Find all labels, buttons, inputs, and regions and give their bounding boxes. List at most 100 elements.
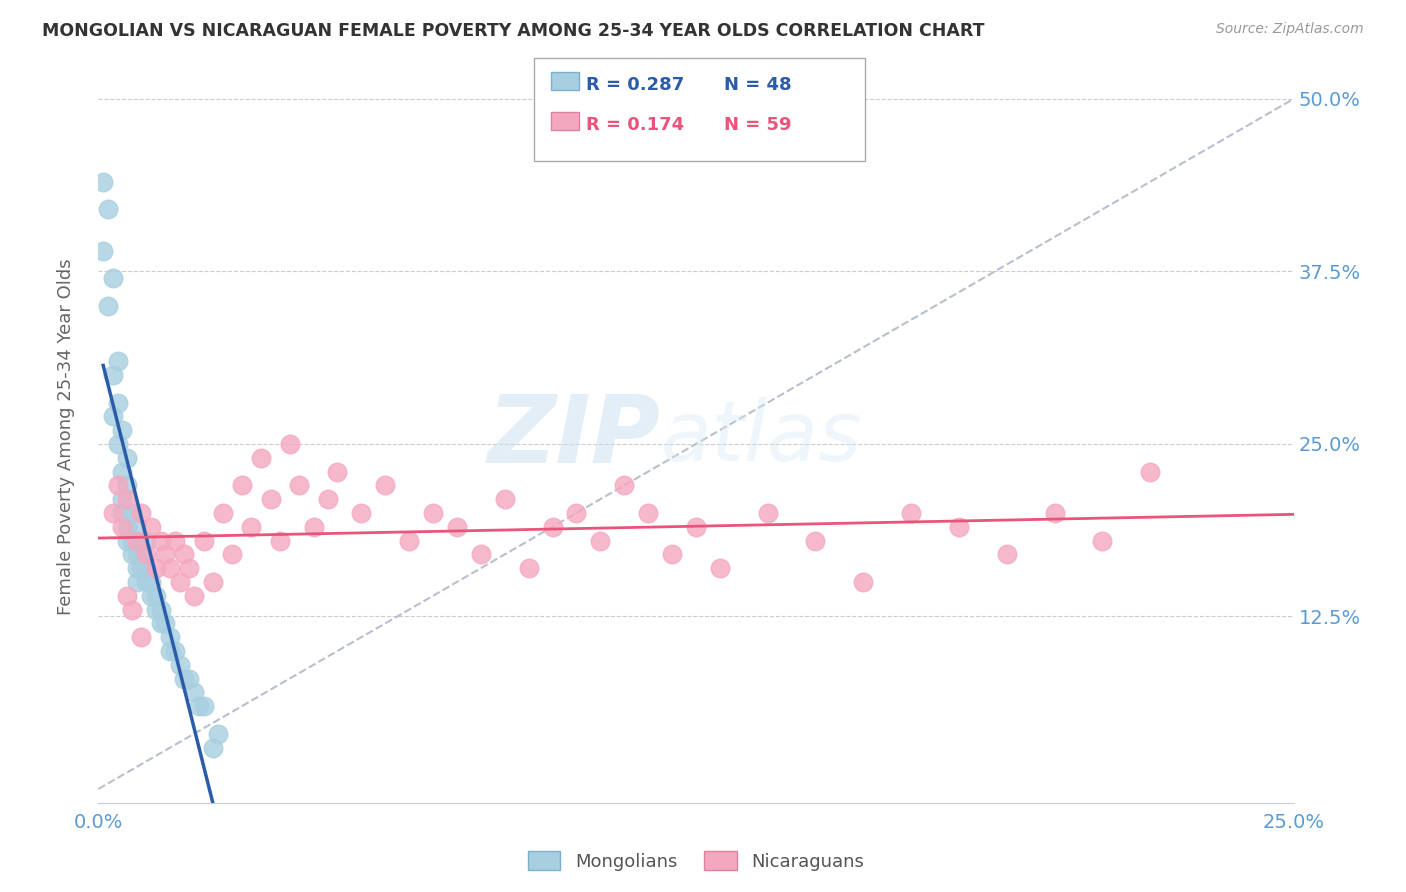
Text: R = 0.287: R = 0.287	[586, 76, 685, 94]
Point	[517, 561, 540, 575]
Point	[250, 450, 273, 465]
Point	[115, 478, 138, 492]
Point	[125, 533, 148, 548]
Point	[589, 533, 612, 548]
Point	[316, 492, 339, 507]
Point	[101, 506, 124, 520]
Point	[350, 506, 373, 520]
Point	[125, 574, 148, 589]
Point	[107, 478, 129, 492]
Point	[91, 244, 114, 258]
Point	[139, 574, 162, 589]
Point	[91, 175, 114, 189]
Point	[613, 478, 636, 492]
Point	[115, 492, 138, 507]
Point	[155, 548, 177, 562]
Point	[145, 602, 167, 616]
Point	[240, 520, 263, 534]
Point	[111, 520, 134, 534]
Point	[107, 437, 129, 451]
Text: MONGOLIAN VS NICARAGUAN FEMALE POVERTY AMONG 25-34 YEAR OLDS CORRELATION CHART: MONGOLIAN VS NICARAGUAN FEMALE POVERTY A…	[42, 22, 984, 40]
Point	[107, 354, 129, 368]
Point	[111, 423, 134, 437]
Point	[159, 561, 181, 575]
Point	[97, 202, 120, 217]
Point	[852, 574, 875, 589]
Point	[121, 602, 143, 616]
Point	[193, 533, 215, 548]
Point	[374, 478, 396, 492]
Point	[145, 589, 167, 603]
Point	[163, 533, 186, 548]
Point	[202, 740, 225, 755]
Point	[900, 506, 922, 520]
Point	[159, 630, 181, 644]
Point	[183, 685, 205, 699]
Point	[269, 533, 291, 548]
Point	[149, 616, 172, 631]
Point	[111, 506, 134, 520]
Point	[221, 548, 243, 562]
Point	[139, 589, 162, 603]
Point	[101, 368, 124, 382]
Point	[135, 561, 157, 575]
Point	[278, 437, 301, 451]
Text: R = 0.174: R = 0.174	[586, 116, 685, 134]
Point	[125, 520, 148, 534]
Point	[107, 395, 129, 409]
Point	[111, 492, 134, 507]
Point	[995, 548, 1018, 562]
Point	[231, 478, 253, 492]
Point	[121, 533, 143, 548]
Point	[135, 574, 157, 589]
Point	[709, 561, 731, 575]
Point	[211, 506, 233, 520]
Point	[948, 520, 970, 534]
Point	[193, 699, 215, 714]
Point	[173, 548, 195, 562]
Point	[288, 478, 311, 492]
Point	[135, 533, 157, 548]
Point	[131, 506, 153, 520]
Point	[1091, 533, 1114, 548]
Point	[125, 561, 148, 575]
Point	[131, 548, 153, 562]
Point	[97, 299, 120, 313]
Point	[101, 271, 124, 285]
Point	[169, 657, 191, 672]
Point	[756, 506, 779, 520]
Point	[470, 548, 492, 562]
Point	[145, 561, 167, 575]
Point	[422, 506, 444, 520]
Point	[111, 465, 134, 479]
Point	[115, 589, 138, 603]
Point	[159, 644, 181, 658]
Point	[155, 616, 177, 631]
Legend: Mongolians, Nicaraguans: Mongolians, Nicaraguans	[520, 844, 872, 878]
Point	[169, 574, 191, 589]
Point	[121, 506, 143, 520]
Point	[804, 533, 827, 548]
Point	[173, 672, 195, 686]
Point	[121, 548, 143, 562]
Point	[131, 561, 153, 575]
Point	[207, 727, 229, 741]
Point	[1139, 465, 1161, 479]
Point	[202, 574, 225, 589]
Text: ZIP: ZIP	[488, 391, 661, 483]
Point	[115, 533, 138, 548]
Point	[149, 533, 172, 548]
Text: atlas: atlas	[661, 397, 862, 477]
Y-axis label: Female Poverty Among 25-34 Year Olds: Female Poverty Among 25-34 Year Olds	[56, 259, 75, 615]
Point	[446, 520, 468, 534]
Point	[139, 520, 162, 534]
Point	[637, 506, 659, 520]
Point	[494, 492, 516, 507]
Point	[101, 409, 124, 424]
Point	[183, 589, 205, 603]
Point	[187, 699, 209, 714]
Point	[685, 520, 707, 534]
Point	[131, 630, 153, 644]
Point	[302, 520, 325, 534]
Point	[661, 548, 683, 562]
